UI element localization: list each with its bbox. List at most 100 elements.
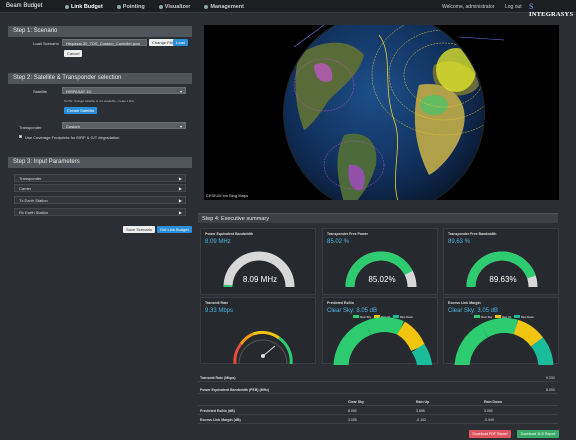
card-value: 85.02 % xyxy=(327,239,350,245)
nav-pointing-label: Pointing xyxy=(122,3,145,10)
create-satellite-button[interactable]: Create Satellite xyxy=(64,107,98,114)
legend-swatch xyxy=(374,315,381,318)
rain-down-segment xyxy=(530,337,554,365)
cell: -0.102 xyxy=(416,418,426,422)
speedometer-gauge xyxy=(233,330,293,365)
card-value: 8.09 MHz xyxy=(205,239,231,245)
load-scenario-label: Load Scenario xyxy=(33,41,59,46)
coverage-footprint xyxy=(314,63,333,82)
nav-management[interactable]: Management xyxy=(204,4,244,10)
cesium-credit[interactable]: CESIUM ion Bing Maps xyxy=(206,193,249,198)
app-brand[interactable]: Beam Budget xyxy=(6,3,43,9)
nav-link-budget[interactable]: Link Budget xyxy=(65,4,103,10)
change-file-button[interactable]: Change File xyxy=(149,39,177,46)
cell: 8.050 xyxy=(348,409,357,413)
legend-swatch xyxy=(353,315,359,318)
col-rain-up: Rain Up xyxy=(416,400,430,404)
card-title: Transmit Rate xyxy=(205,301,229,305)
clear-sky-segment xyxy=(365,317,404,336)
row-label: Predicted Es/No (dB) xyxy=(200,409,235,413)
get-link-budget-button[interactable]: Get Link Budget xyxy=(157,226,192,233)
rain-up-segment xyxy=(513,319,544,347)
legend-label: Clear Sky xyxy=(480,316,493,319)
satellite-value: HISPASAT 1D xyxy=(66,89,92,94)
chevron-right-icon: ▶ xyxy=(178,198,182,203)
satellite-track xyxy=(378,34,400,200)
step1-header[interactable]: Step 1: Scenario xyxy=(8,26,192,37)
step3-header[interactable]: Step 3: Input Parameters xyxy=(8,157,192,168)
card-title: Transponder Free Power xyxy=(327,232,369,236)
needle xyxy=(262,345,276,357)
legend-item: Rain Down xyxy=(514,315,534,319)
scenario-file-field[interactable]: Hispasat-30_TDS_Custom_Contoller.json xyxy=(62,39,147,46)
gauge-center-value: 89.63% xyxy=(489,275,517,284)
main-nav: Link Budget Pointing Visualizer Manageme… xyxy=(65,4,244,10)
transponder-value: Custom xyxy=(66,124,80,129)
nav-link-budget-label: Link Budget xyxy=(71,3,103,10)
section-transponder[interactable]: Transponder ▶ xyxy=(14,174,186,182)
col-rain-down: Rain Down xyxy=(484,400,503,404)
card-title: Predicted Es/No xyxy=(327,301,354,305)
legend-item: Clear Sky xyxy=(474,315,492,319)
section-carrier[interactable]: Carrier ▶ xyxy=(14,184,186,192)
section-label: Tx Earth Station xyxy=(19,198,48,203)
save-scenario-button[interactable]: Save Scenario xyxy=(123,226,156,233)
welcome-text: Welcome, administrator xyxy=(442,4,495,10)
gauge-fill xyxy=(466,251,536,288)
coverage-checkbox[interactable] xyxy=(19,135,22,138)
download-pdf-button[interactable]: Download PDF Report xyxy=(469,430,511,438)
step4-header[interactable]: Step 4: Executive summary xyxy=(198,213,558,223)
speedometer-green-band xyxy=(278,336,293,365)
gauge-center-value: 8.09 MHz xyxy=(242,275,278,284)
legend-item: Rain Down xyxy=(393,315,413,319)
col-clear-sky: Clear Sky xyxy=(348,400,364,404)
legend-swatch xyxy=(474,315,480,318)
chevron-right-icon: ▶ xyxy=(178,210,182,215)
card-transmit-rate: Transmit Rate 9.33 Mbps xyxy=(200,297,316,365)
globe-svg xyxy=(283,25,505,200)
satellite-note: NOTE: If target satellite is not availab… xyxy=(64,99,135,103)
nav-visualizer-label: Visualizer xyxy=(164,3,191,10)
row-value: 9.333 xyxy=(546,376,555,380)
cell: 3.895 xyxy=(416,409,425,413)
management-icon xyxy=(204,4,209,9)
card-bw-free: Transponder Free Bandwidth 89.63 % 89.63… xyxy=(443,228,559,295)
gauge-chart xyxy=(466,251,538,288)
row-value: 8.093 xyxy=(546,388,555,392)
section-tx-earth-station[interactable]: Tx Earth Station ▶ xyxy=(14,196,186,204)
transponder-label: Transponder xyxy=(19,125,42,130)
gauge-chart xyxy=(345,251,417,288)
section-rx-earth-station[interactable]: Rx Earth Station ▶ xyxy=(14,208,186,216)
satellite-select[interactable]: HISPASAT 1D ▾ xyxy=(62,87,186,94)
logout-link[interactable]: Log out xyxy=(505,4,522,10)
globe-map-viewer[interactable] xyxy=(204,25,559,200)
coverage-footprint xyxy=(348,164,365,191)
card-value: 9.33 Mbps xyxy=(205,308,234,314)
chevron-right-icon: ▶ xyxy=(178,186,182,191)
nav-visualizer[interactable]: Visualizer xyxy=(158,3,191,10)
gauge-track xyxy=(223,251,295,288)
load-button[interactable]: Load xyxy=(173,39,188,46)
orbit-line xyxy=(293,25,325,48)
segmented-gauge xyxy=(333,317,433,365)
table-row: Excess Link Margin (dB) 3.055 -0.102 -0.… xyxy=(198,417,558,424)
step2-header[interactable]: Step 2: Satellite & Transponder selectio… xyxy=(8,73,192,84)
cancel-button[interactable]: Cancel xyxy=(64,50,83,57)
table-row: Power Equivalent Bandwidth (PEB) (MHz) 8… xyxy=(198,387,558,394)
speedometer-red-band xyxy=(233,343,243,365)
download-xls-button[interactable]: Download XLS Report xyxy=(517,430,559,438)
chevron-down-icon: ▾ xyxy=(179,89,182,94)
transponder-select[interactable]: Custom ▾ xyxy=(62,122,186,129)
table-row: Predicted Es/No (dB) 8.050 3.895 3.050 xyxy=(198,408,558,415)
segmented-gauge xyxy=(454,318,554,365)
table-header-row: Clear Sky Rain Up Rain Down xyxy=(198,399,558,406)
row-label: Power Equivalent Bandwidth (PEB) (MHz) xyxy=(200,388,270,392)
card-peb: Power Equivalent Bandwidth 8.09 MHz 8.09… xyxy=(200,228,316,295)
card-es-no: Predicted Es/No Clear Sky: 8.05 dB Clear… xyxy=(322,297,438,365)
legend-label: Clear Sky xyxy=(359,316,372,319)
gauge-chart xyxy=(223,251,295,288)
cell: -0.949 xyxy=(484,418,494,422)
nav-pointing[interactable]: Pointing xyxy=(116,3,145,10)
pointing-icon xyxy=(116,4,121,9)
section-label: Rx Earth Station xyxy=(19,210,49,215)
